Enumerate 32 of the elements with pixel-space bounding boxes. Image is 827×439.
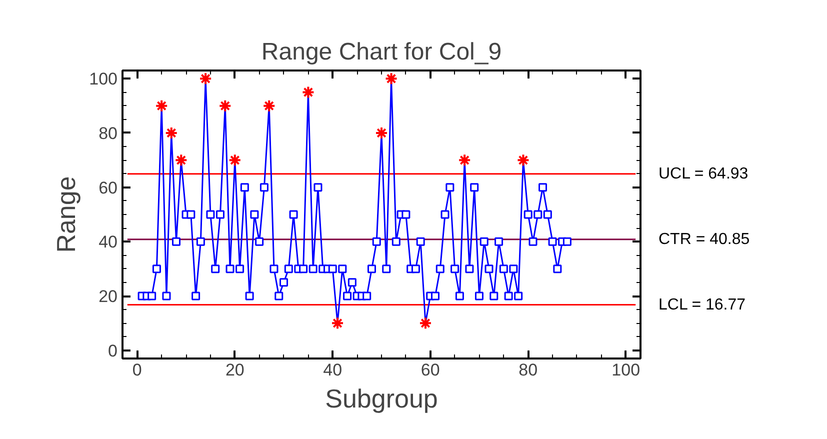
point	[262, 99, 276, 112]
y-tick-label: 0	[108, 341, 118, 360]
x-tick-label: 100	[612, 360, 640, 380]
point	[384, 72, 398, 86]
y-tick-label: 20	[98, 287, 118, 306]
x-tick-label: 0	[132, 360, 142, 380]
ref-line-label: UCL = 64.93	[658, 165, 748, 182]
point	[331, 316, 344, 330]
x-tick-label: 40	[323, 360, 342, 380]
x-axis-title: Subgroup	[325, 384, 438, 414]
point	[199, 72, 212, 86]
x-tick-label: 80	[518, 360, 538, 380]
y-tick-label: 60	[98, 178, 118, 198]
point	[164, 126, 178, 140]
x-tick-label: 60	[420, 360, 440, 380]
point	[155, 99, 168, 112]
y-tick-label: 100	[89, 70, 118, 89]
point	[375, 126, 388, 140]
point	[516, 154, 530, 167]
point	[458, 154, 472, 167]
point	[228, 154, 242, 167]
point	[174, 154, 188, 167]
y-axis-title: Range	[51, 176, 82, 253]
point	[418, 316, 432, 330]
x-tick-label: 20	[225, 360, 244, 380]
ref-line-label: CTR = 40.85	[658, 230, 750, 248]
y-tick-label: 80	[98, 124, 118, 143]
ref-line-label: LCL = 16.77	[658, 296, 746, 314]
chart-title: Range Chart for Col_9	[261, 38, 502, 66]
point	[218, 99, 232, 112]
point	[302, 86, 315, 99]
y-tick-label: 40	[98, 232, 118, 252]
